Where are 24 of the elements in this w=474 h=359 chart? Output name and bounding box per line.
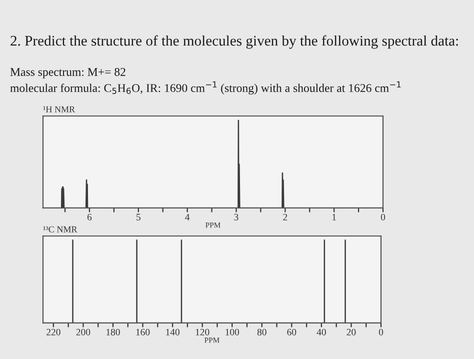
x-tick-label: 5 xyxy=(136,214,140,220)
x-tick-label: 80 xyxy=(257,328,266,336)
x-tick-label: 140 xyxy=(166,328,180,336)
x-tick-label: 100 xyxy=(226,328,240,336)
x-tick-label: 4 xyxy=(185,214,190,220)
x-tick-label: 220 xyxy=(46,328,60,336)
x-tick-label: 2 xyxy=(283,214,288,220)
x-tick-label: 180 xyxy=(106,328,120,336)
x-tick-label: 40 xyxy=(316,328,326,336)
x-tick-label: 160 xyxy=(136,328,150,336)
x-tick-label: 1 xyxy=(332,214,336,220)
x-tick-label: 200 xyxy=(76,328,90,336)
x-tick-label: 6 xyxy=(87,214,92,220)
x-tick-label: 3 xyxy=(234,214,238,220)
chart-title: ¹³C NMR xyxy=(43,226,78,232)
text: 2. Predict the structure of the molecules given by the following spectral data: xyxy=(10,35,458,49)
chart-title: ¹H NMR xyxy=(43,106,76,112)
x-tick-label: 20 xyxy=(346,328,356,336)
x-tick-label: 0 xyxy=(380,214,386,220)
x-tick-label: 120 xyxy=(196,328,210,336)
x-tick-label: 0 xyxy=(378,328,384,336)
text: Mass spectrum: M+= 82 xyxy=(10,68,126,78)
text: molecular formula: C$_{5}$H$_{6}$O, IR: 1690 cm$^{−1}$ (strong) with a shoulder at 1626 cm$^{−1}$ xyxy=(10,81,401,94)
x-tick-label: 60 xyxy=(287,328,296,336)
